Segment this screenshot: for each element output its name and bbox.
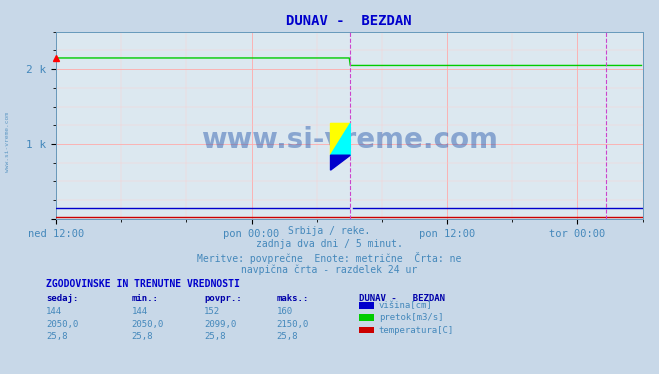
Text: 152: 152: [204, 307, 220, 316]
Title: DUNAV -  BEZDAN: DUNAV - BEZDAN: [287, 14, 412, 28]
Text: temperatura[C]: temperatura[C]: [379, 326, 454, 335]
Text: povpr.:: povpr.:: [204, 294, 242, 303]
Text: Meritve: povprečne  Enote: metrične  Črta: ne: Meritve: povprečne Enote: metrične Črta:…: [197, 252, 462, 264]
Text: višina[cm]: višina[cm]: [379, 301, 433, 310]
Text: 2050,0: 2050,0: [132, 320, 164, 329]
Text: navpična črta - razdelek 24 ur: navpična črta - razdelek 24 ur: [241, 265, 418, 275]
Text: Srbija / reke.: Srbija / reke.: [289, 226, 370, 236]
Text: 2050,0: 2050,0: [46, 320, 78, 329]
Text: sedaj:: sedaj:: [46, 294, 78, 303]
Text: maks.:: maks.:: [277, 294, 309, 303]
Text: 2150,0: 2150,0: [277, 320, 309, 329]
Text: 144: 144: [132, 307, 148, 316]
Text: 160: 160: [277, 307, 293, 316]
Text: 25,8: 25,8: [46, 332, 68, 341]
Text: ZGODOVINSKE IN TRENUTNE VREDNOSTI: ZGODOVINSKE IN TRENUTNE VREDNOSTI: [46, 279, 240, 289]
Text: 25,8: 25,8: [277, 332, 299, 341]
Text: 144: 144: [46, 307, 62, 316]
Text: 2099,0: 2099,0: [204, 320, 237, 329]
Text: min.:: min.:: [132, 294, 159, 303]
Text: www.si-vreme.com: www.si-vreme.com: [5, 112, 11, 172]
Text: zadnja dva dni / 5 minut.: zadnja dva dni / 5 minut.: [256, 239, 403, 249]
Text: pretok[m3/s]: pretok[m3/s]: [379, 313, 444, 322]
Text: 25,8: 25,8: [132, 332, 154, 341]
Text: 25,8: 25,8: [204, 332, 226, 341]
Text: DUNAV -   BEZDAN: DUNAV - BEZDAN: [359, 294, 445, 303]
Text: www.si-vreme.com: www.si-vreme.com: [201, 126, 498, 154]
